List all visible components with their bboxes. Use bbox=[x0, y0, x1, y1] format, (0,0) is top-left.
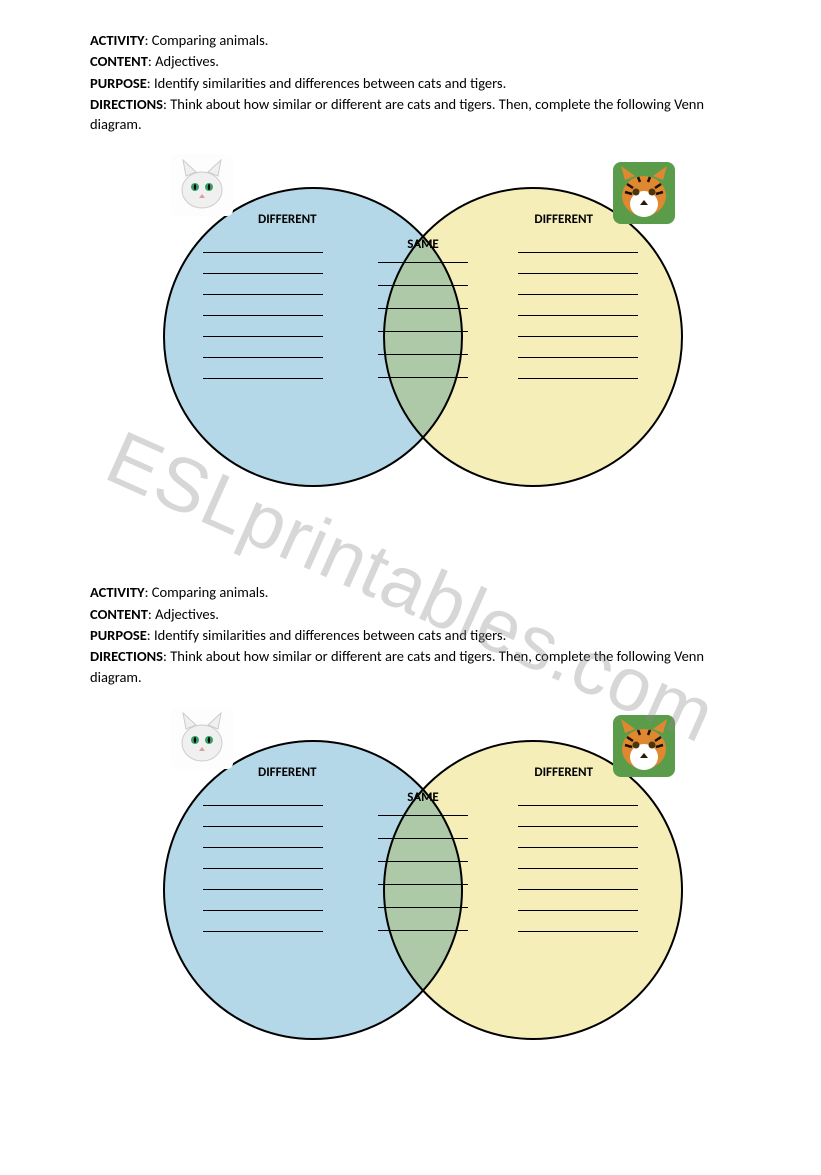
blank-line[interactable] bbox=[518, 910, 638, 911]
blank-line[interactable] bbox=[203, 315, 323, 316]
blank-line[interactable] bbox=[203, 378, 323, 379]
purpose-line: PURPOSE: Identify similarities and diffe… bbox=[90, 73, 756, 93]
tiger-image bbox=[613, 715, 675, 777]
blank-line[interactable] bbox=[378, 838, 468, 839]
venn-left-label: DIFFERENT bbox=[258, 212, 317, 227]
venn-diagram: DIFFERENT DIFFERENT SAME bbox=[153, 152, 693, 522]
blank-line[interactable] bbox=[378, 907, 468, 908]
blank-line[interactable] bbox=[518, 357, 638, 358]
worksheet-1: ACTIVITY: Comparing animals. CONTENT: Ad… bbox=[90, 30, 756, 522]
blank-line[interactable] bbox=[518, 378, 638, 379]
blank-line[interactable] bbox=[378, 262, 468, 263]
blank-line[interactable] bbox=[203, 805, 323, 806]
blank-line[interactable] bbox=[518, 252, 638, 253]
blank-line[interactable] bbox=[518, 273, 638, 274]
venn-center-label: SAME bbox=[407, 790, 439, 805]
blank-line[interactable] bbox=[518, 336, 638, 337]
blank-line[interactable] bbox=[203, 868, 323, 869]
blank-line[interactable] bbox=[378, 308, 468, 309]
tiger-image bbox=[613, 162, 675, 224]
blank-line[interactable] bbox=[518, 931, 638, 932]
venn-right-lines bbox=[518, 252, 638, 399]
blank-line[interactable] bbox=[203, 273, 323, 274]
purpose-value: : Identify similarities and differences … bbox=[147, 626, 506, 644]
blank-line[interactable] bbox=[378, 815, 468, 816]
purpose-line: PURPOSE: Identify similarities and diffe… bbox=[90, 625, 756, 645]
blank-line[interactable] bbox=[203, 847, 323, 848]
venn-diagram: DIFFERENT DIFFERENT SAME bbox=[153, 705, 693, 1075]
venn-left-lines bbox=[203, 252, 323, 399]
purpose-value: : Identify similarities and differences … bbox=[147, 74, 506, 92]
venn-right-lines bbox=[518, 805, 638, 952]
blank-line[interactable] bbox=[518, 826, 638, 827]
activity-line: ACTIVITY: Comparing animals. bbox=[90, 582, 756, 602]
activity-line: ACTIVITY: Comparing animals. bbox=[90, 30, 756, 50]
content-value: : Adjectives. bbox=[148, 605, 219, 623]
blank-line[interactable] bbox=[203, 826, 323, 827]
directions-line: DIRECTIONS: Think about how similar or d… bbox=[90, 646, 756, 687]
blank-line[interactable] bbox=[203, 336, 323, 337]
content-line: CONTENT: Adjectives. bbox=[90, 604, 756, 624]
worksheet-2: ACTIVITY: Comparing animals. CONTENT: Ad… bbox=[90, 582, 756, 1074]
blank-line[interactable] bbox=[518, 294, 638, 295]
directions-value: : Think about how similar or different a… bbox=[90, 647, 704, 685]
venn-right-label: DIFFERENT bbox=[534, 212, 593, 227]
blank-line[interactable] bbox=[378, 354, 468, 355]
blank-line[interactable] bbox=[518, 847, 638, 848]
venn-left-lines bbox=[203, 805, 323, 952]
venn-right-label: DIFFERENT bbox=[534, 765, 593, 780]
cat-image bbox=[171, 707, 233, 769]
directions-value: : Think about how similar or different a… bbox=[90, 95, 704, 133]
blank-line[interactable] bbox=[518, 868, 638, 869]
activity-value: : Comparing animals. bbox=[145, 583, 269, 601]
content-value: : Adjectives. bbox=[148, 52, 219, 70]
blank-line[interactable] bbox=[518, 315, 638, 316]
activity-value: : Comparing animals. bbox=[145, 31, 269, 49]
venn-center-label: SAME bbox=[407, 237, 439, 252]
blank-line[interactable] bbox=[203, 889, 323, 890]
blank-line[interactable] bbox=[378, 930, 468, 931]
blank-line[interactable] bbox=[203, 294, 323, 295]
blank-line[interactable] bbox=[203, 357, 323, 358]
blank-line[interactable] bbox=[203, 931, 323, 932]
blank-line[interactable] bbox=[378, 331, 468, 332]
content-line: CONTENT: Adjectives. bbox=[90, 51, 756, 71]
blank-line[interactable] bbox=[518, 889, 638, 890]
venn-center-lines bbox=[378, 815, 468, 953]
blank-line[interactable] bbox=[518, 805, 638, 806]
blank-line[interactable] bbox=[378, 285, 468, 286]
page: ESLprintables.com ACTIVITY: Comparing an… bbox=[0, 0, 821, 1175]
venn-center-lines bbox=[378, 262, 468, 400]
directions-line: DIRECTIONS: Think about how similar or d… bbox=[90, 94, 756, 135]
blank-line[interactable] bbox=[378, 884, 468, 885]
blank-line[interactable] bbox=[203, 910, 323, 911]
venn-left-label: DIFFERENT bbox=[258, 765, 317, 780]
blank-line[interactable] bbox=[203, 252, 323, 253]
blank-line[interactable] bbox=[378, 861, 468, 862]
cat-image bbox=[171, 154, 233, 216]
blank-line[interactable] bbox=[378, 377, 468, 378]
